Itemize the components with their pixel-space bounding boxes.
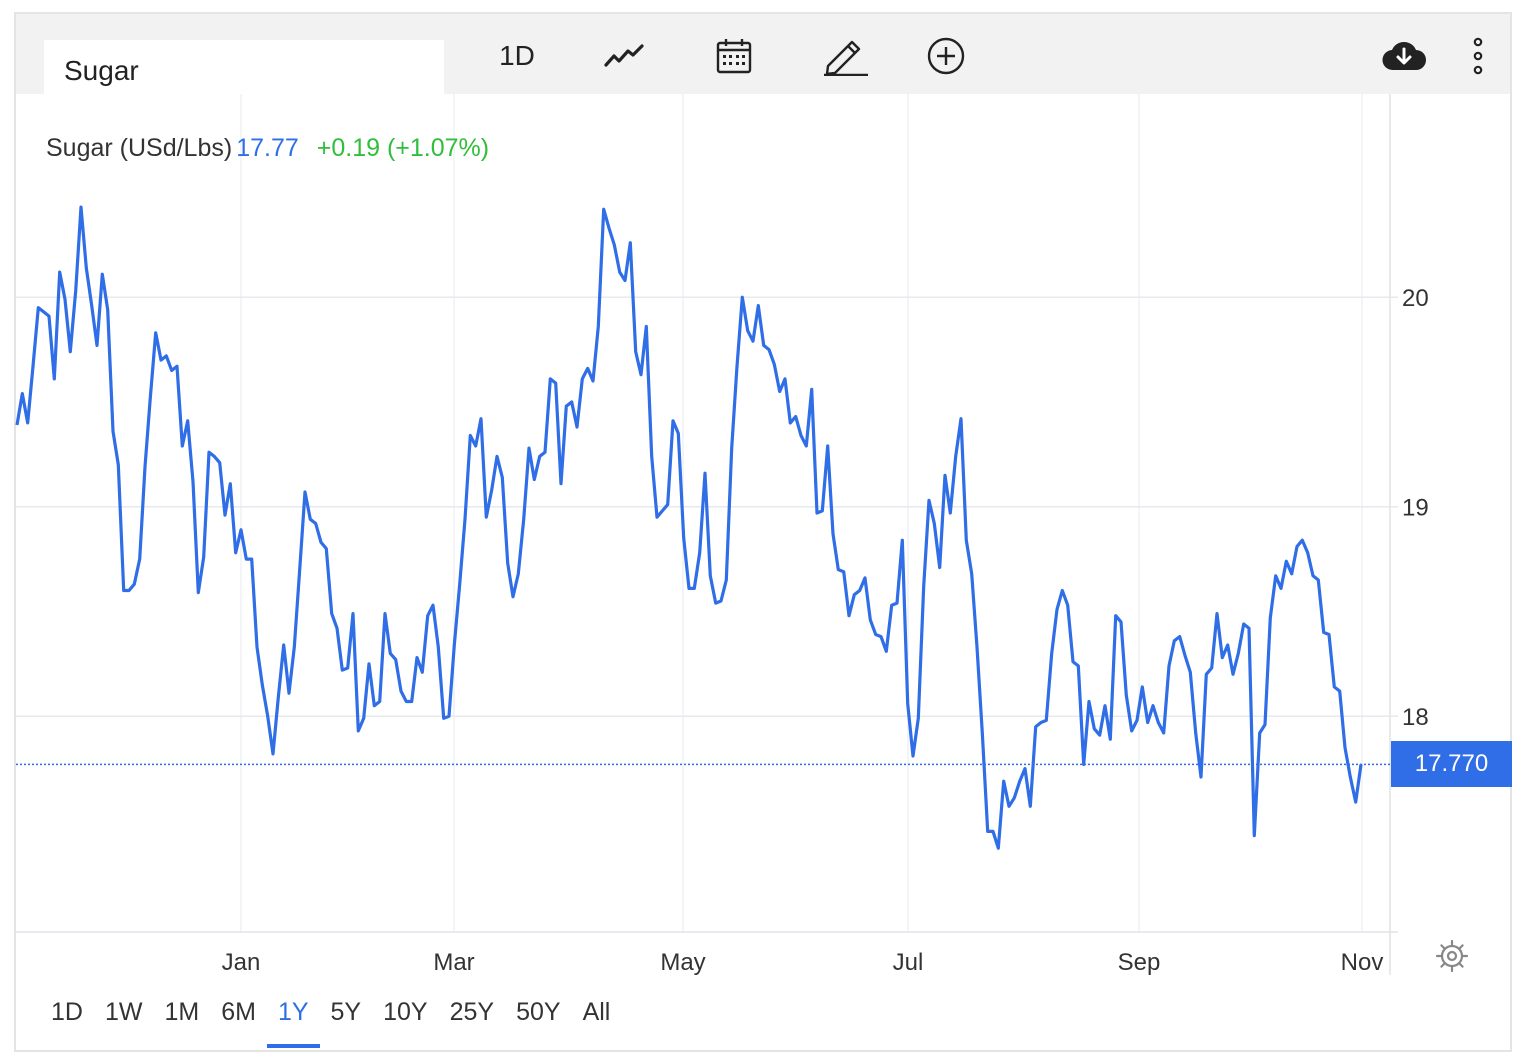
y-tick-label: 19	[1402, 495, 1429, 522]
plus-circle-icon[interactable]	[922, 28, 970, 84]
range-button-10y[interactable]: 10Y	[383, 998, 428, 1026]
chart-widget-frame	[14, 12, 1512, 1052]
range-button-1d[interactable]: 1D	[51, 998, 83, 1026]
y-tick-label: 20	[1402, 285, 1429, 312]
x-tick-label: Nov	[1341, 949, 1384, 976]
chart-legend: Sugar (USd/Lbs) 17.77 +0.19 (+1.07%)	[46, 134, 489, 163]
range-button-6m[interactable]: 6M	[221, 998, 256, 1026]
x-tick-label: Mar	[433, 949, 474, 976]
x-tick-label: May	[660, 949, 705, 976]
range-button-1w[interactable]: 1W	[104, 998, 143, 1026]
y-tick-label: 18	[1402, 704, 1429, 731]
range-button-all[interactable]: All	[582, 998, 611, 1026]
x-tick-label: Jan	[222, 949, 261, 976]
x-tick-label: Sep	[1118, 949, 1161, 976]
cloud-download-icon[interactable]	[1378, 28, 1430, 84]
range-button-5y[interactable]: 5Y	[330, 998, 362, 1026]
toolbar: Sugar 1D	[16, 14, 1510, 94]
line-chart-icon[interactable]	[600, 28, 648, 84]
gear-icon[interactable]	[1434, 938, 1470, 974]
legend-price: 17.77	[236, 134, 299, 162]
more-vertical-icon[interactable]	[1456, 28, 1500, 84]
range-button-1y[interactable]: 1Y	[266, 990, 320, 1050]
symbol-search-input[interactable]: Sugar	[44, 40, 444, 94]
calendar-icon[interactable]	[710, 28, 758, 84]
range-button-25y[interactable]: 25Y	[449, 998, 495, 1026]
range-button-1m[interactable]: 1M	[164, 998, 200, 1026]
interval-button[interactable]: 1D	[499, 40, 535, 71]
range-button-50y[interactable]: 50Y	[516, 998, 561, 1026]
range-selector: 1D 1W 1M 6M 1Y 5Y 10Y 25Y 50Y All	[40, 990, 621, 1050]
legend-change: +0.19 (+1.07%)	[316, 134, 490, 162]
x-tick-label: Jul	[893, 949, 924, 976]
legend-name: Sugar (USd/Lbs)	[46, 134, 233, 162]
series-line	[15, 205, 1363, 850]
last-price-tag: 17.770	[1391, 741, 1512, 788]
pencil-icon[interactable]	[820, 28, 872, 84]
